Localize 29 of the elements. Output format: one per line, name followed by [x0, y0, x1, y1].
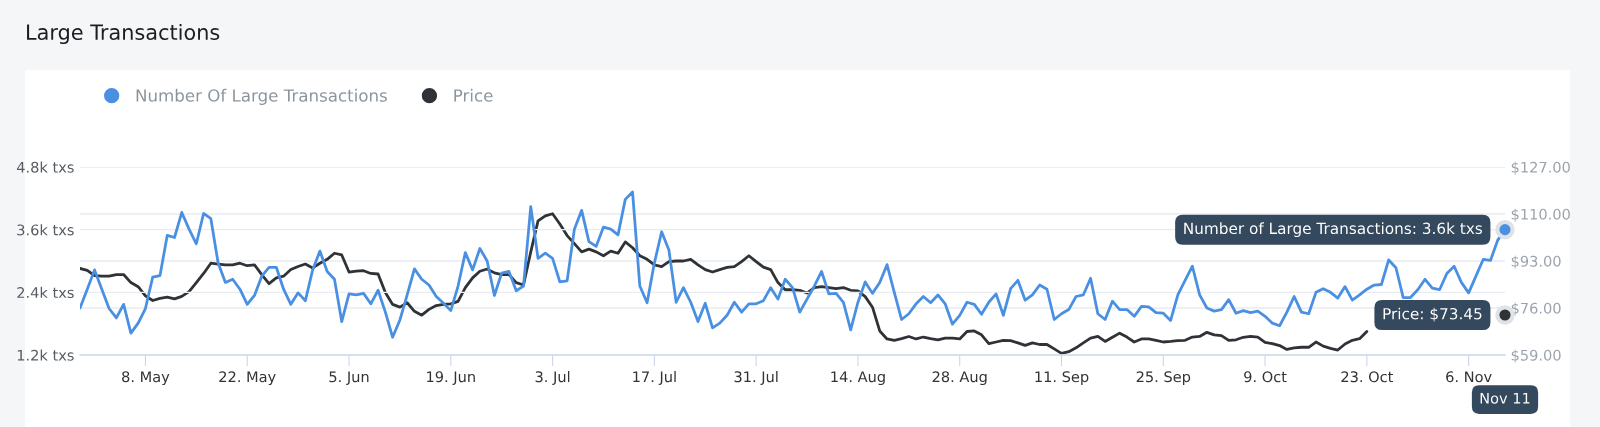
y-tick-label: 1.2k txs [17, 349, 74, 361]
y2-tick-label: $110.00 [1511, 208, 1570, 222]
x-tick-label: 28. Aug [932, 371, 987, 386]
x-tick-label: 14. Aug [831, 371, 885, 386]
y-tick-label: 2.4k txs [17, 286, 74, 299]
annotation: Number of Large Transactions: 3.6k txs [1184, 222, 1483, 238]
x-tick-label: 31. Jul [734, 370, 778, 385]
legend-label: Price [454, 88, 493, 102]
y-tick-label: 3.6k txs [17, 224, 74, 236]
x-tick-label: 22. May [219, 371, 276, 386]
legend-label: Number Of Large Transactions [136, 88, 387, 105]
x-tick-label: 25. Sep [1136, 371, 1191, 386]
x-tick-label: 9. Oct [1244, 371, 1287, 383]
y2-tick-label: $93.00 [1511, 255, 1561, 269]
y2-tick-label: $59.00 [1511, 349, 1561, 363]
y2-tick-label: $127.00 [1511, 161, 1570, 175]
x-tick-label: 5. Jun [329, 371, 369, 385]
annotation: Price: $73.45 [1383, 307, 1482, 322]
y-tick-label: 4.8k txs [16, 161, 74, 173]
x-tick-label: 8. May [122, 371, 170, 386]
x-tick-label: 11. Sep [1035, 371, 1089, 386]
chart-title: Large Transactions [27, 23, 220, 45]
x-tick-label: 17. Jul [633, 370, 676, 385]
x-tick-label: 19. Jun [427, 371, 475, 385]
text: Nov 11 [1480, 392, 1530, 404]
x-tick-label: 3. Jul [535, 370, 570, 385]
y2-tick-label: $76.00 [1511, 302, 1561, 316]
x-tick-label: 23. Oct [1341, 371, 1394, 383]
x-tick-label: 6. Nov [1446, 371, 1492, 383]
